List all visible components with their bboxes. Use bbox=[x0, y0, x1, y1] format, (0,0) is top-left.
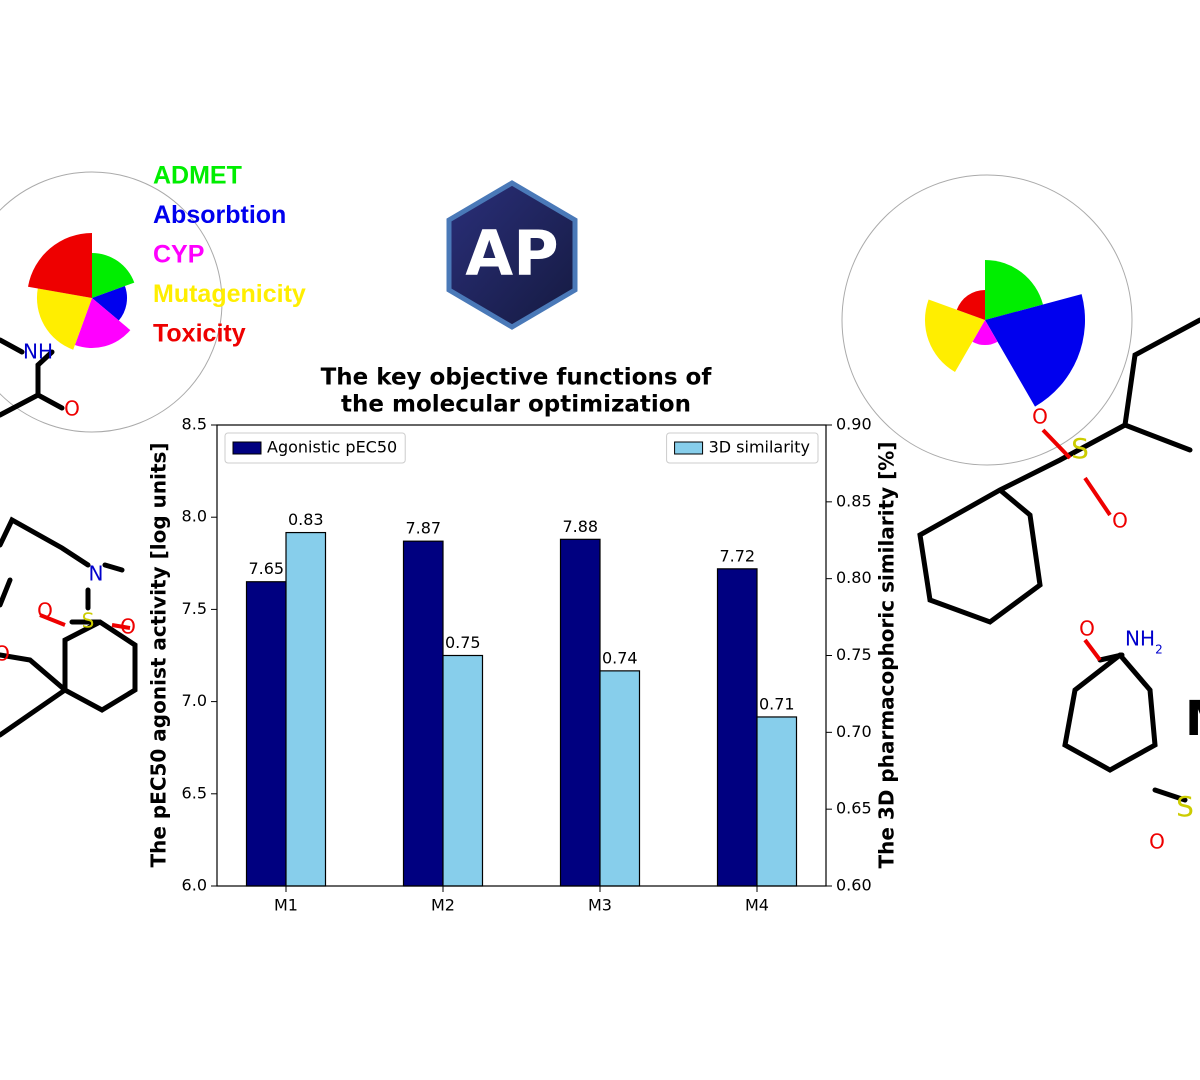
radar-wedge bbox=[972, 320, 998, 346]
radar-wedge bbox=[92, 253, 135, 298]
value-label: 0.74 bbox=[602, 648, 638, 667]
atom-label: NH bbox=[1125, 627, 1155, 651]
property-legend-item: Toxicity bbox=[153, 320, 246, 348]
chart-title: the molecular optimization bbox=[341, 392, 691, 418]
value-label: 7.88 bbox=[562, 517, 598, 536]
atom-label: O bbox=[1079, 617, 1095, 641]
bond bbox=[39, 613, 131, 630]
left-molecule bbox=[0, 337, 138, 738]
bond bbox=[0, 516, 138, 738]
radar-wedge bbox=[74, 298, 131, 349]
bar bbox=[285, 531, 327, 887]
legend-box bbox=[666, 432, 819, 464]
property-legend-item: ADMET bbox=[153, 162, 242, 190]
y-axis-label: The pEC50 agonist activity [log units] bbox=[147, 442, 171, 867]
y-tick-label: 6.5 bbox=[182, 783, 207, 802]
radar-wedge bbox=[956, 290, 985, 320]
value-label: 7.65 bbox=[248, 559, 284, 578]
y2-tick-label: 0.70 bbox=[836, 722, 872, 741]
atom-label: O bbox=[1149, 830, 1165, 854]
x-tick-label: M1 bbox=[274, 896, 298, 915]
y-tick-label: 6.0 bbox=[182, 876, 207, 895]
value-label: 7.72 bbox=[719, 546, 755, 565]
x-tick-label: M4 bbox=[745, 896, 769, 915]
radar-wedge bbox=[985, 294, 1086, 407]
radar-wedge bbox=[924, 299, 985, 372]
x-tick-label: M2 bbox=[431, 896, 455, 915]
property-legend-item: CYP bbox=[153, 241, 204, 269]
y-tick-label: 8.5 bbox=[182, 415, 207, 434]
value-label: 0.71 bbox=[759, 694, 795, 713]
atom-label: O bbox=[1032, 405, 1048, 429]
plot-frame bbox=[216, 424, 827, 887]
legend-label: Agonistic pEC50 bbox=[267, 438, 397, 457]
radar-wedge bbox=[28, 233, 92, 298]
atom-label: M bbox=[1185, 691, 1200, 747]
y2-tick-label: 0.65 bbox=[836, 799, 872, 818]
y2-tick-label: 0.85 bbox=[836, 491, 872, 510]
y2-tick-label: 0.75 bbox=[836, 645, 872, 664]
y2-tick-label: 0.80 bbox=[836, 568, 872, 587]
logo: AP bbox=[446, 180, 578, 330]
bond bbox=[1041, 428, 1112, 662]
atom-label: O bbox=[0, 642, 10, 666]
right-molecule bbox=[917, 317, 1200, 803]
bar bbox=[402, 540, 444, 887]
value-label: 0.83 bbox=[288, 510, 324, 529]
y2-tick-label: 0.90 bbox=[836, 415, 872, 434]
y2-tick-label: 0.60 bbox=[836, 876, 872, 895]
radar-wedge bbox=[985, 260, 1043, 320]
bar bbox=[559, 538, 601, 887]
chart-title: The key objective functions of bbox=[321, 365, 713, 391]
legend: 3D similarity bbox=[666, 432, 819, 464]
legend-swatch bbox=[232, 441, 262, 455]
radar-circle bbox=[841, 174, 1133, 466]
left-radar bbox=[0, 171, 223, 433]
bar bbox=[756, 716, 798, 887]
y-tick-label: 7.5 bbox=[182, 599, 207, 618]
atom-label: S bbox=[1176, 790, 1194, 823]
legend-swatch bbox=[674, 441, 704, 455]
atom-label: O bbox=[1112, 509, 1128, 533]
atom-label: O bbox=[64, 397, 80, 421]
bar bbox=[716, 568, 758, 887]
x-tick-label: M3 bbox=[588, 896, 612, 915]
logo-hexagon bbox=[446, 180, 578, 330]
atom-label: O bbox=[120, 615, 136, 639]
y-tick-label: 7.0 bbox=[182, 691, 207, 710]
legend-label: 3D similarity bbox=[709, 438, 810, 457]
legend-box bbox=[224, 432, 406, 464]
logo-text: AP bbox=[465, 217, 558, 290]
radar-wedge bbox=[36, 288, 92, 350]
bar bbox=[599, 670, 641, 887]
legend: Agonistic pEC50 bbox=[224, 432, 406, 464]
atom-label: N bbox=[89, 562, 104, 586]
bar bbox=[442, 654, 484, 887]
atom-label: 2 bbox=[1155, 643, 1163, 657]
bar bbox=[245, 581, 287, 887]
y-tick-label: 8.0 bbox=[182, 507, 207, 526]
atom-label: NH bbox=[23, 340, 53, 364]
atom-label: O bbox=[37, 599, 53, 623]
property-legend-item: Mutagenicity bbox=[153, 280, 306, 308]
right-radar bbox=[841, 174, 1133, 466]
value-label: 7.87 bbox=[405, 519, 441, 538]
radar-wedge bbox=[92, 286, 128, 321]
atom-label: S bbox=[82, 609, 95, 633]
atom-label: S bbox=[1071, 432, 1089, 465]
bond bbox=[917, 317, 1200, 803]
property-legend-item: Absorbtion bbox=[153, 201, 286, 229]
radar-circle bbox=[0, 171, 223, 433]
bond bbox=[0, 337, 65, 418]
value-label: 0.75 bbox=[445, 633, 481, 652]
y2-axis-label: The 3D pharmacophoric similarity [%] bbox=[875, 442, 899, 869]
